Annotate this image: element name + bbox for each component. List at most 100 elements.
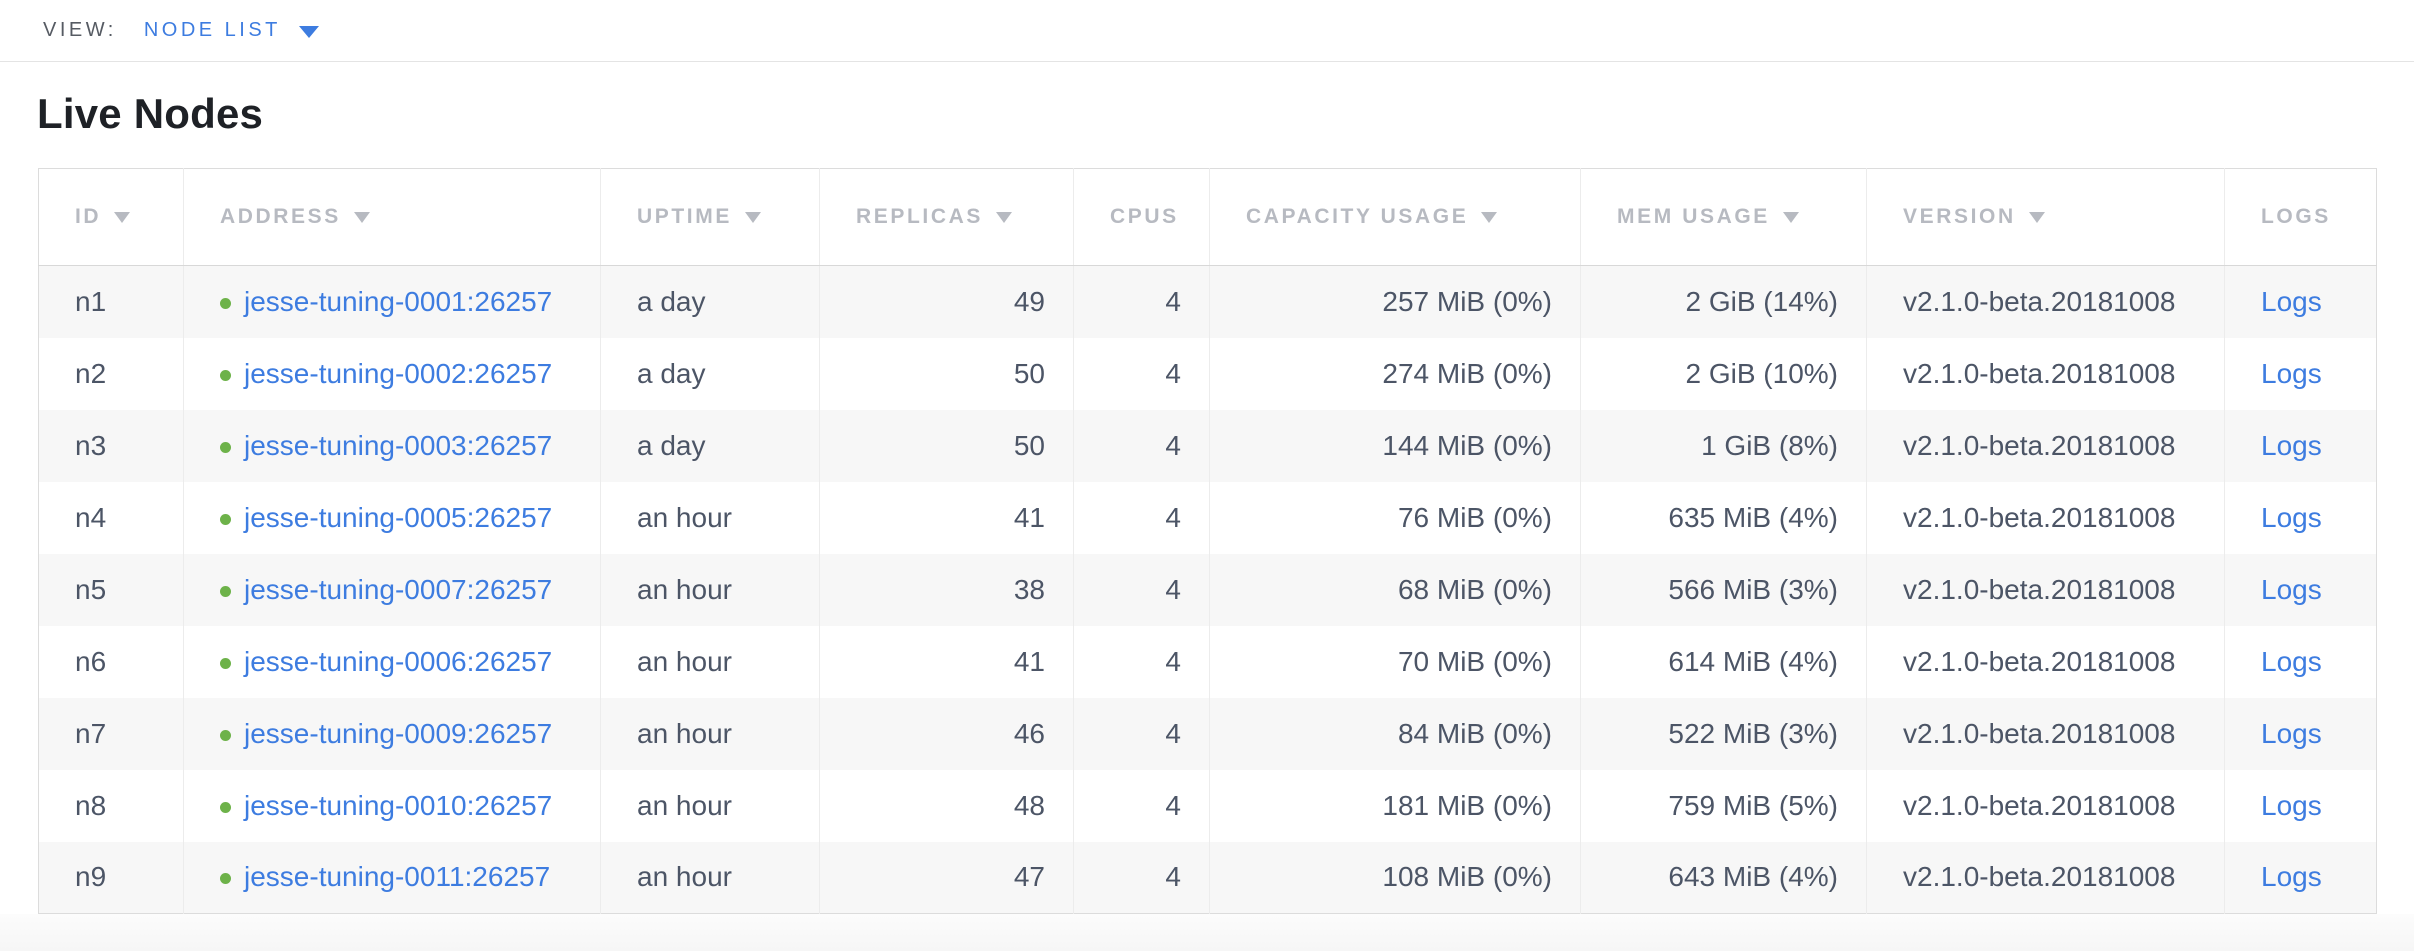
column-header-replicas[interactable]: REPLICAS — [819, 168, 1074, 266]
cell-address: jesse-tuning-0005:26257 — [183, 481, 601, 554]
cell-cpus: 4 — [1073, 625, 1210, 698]
cell-capacity-usage: 84 MiB (0%) — [1209, 697, 1581, 770]
cell-replicas: 41 — [819, 481, 1074, 554]
column-header-uptime[interactable]: UPTIME — [600, 168, 820, 266]
cell-logs: Logs — [2225, 554, 2377, 626]
node-status-dot-icon — [220, 873, 231, 885]
cell-uptime: an hour — [600, 697, 820, 770]
cell-cpus: 4 — [1073, 841, 1210, 914]
column-header-address[interactable]: ADDRESS — [183, 168, 601, 266]
cell-address: jesse-tuning-0002:26257 — [183, 337, 601, 410]
column-header-label: VERSION — [1903, 205, 2016, 228]
table-row: n1 jesse-tuning-0001:26257 a day 49 4 25… — [38, 265, 2377, 338]
node-address-link[interactable]: jesse-tuning-0006:26257 — [244, 645, 553, 677]
cell-logs: Logs — [2225, 770, 2377, 842]
node-status-dot-icon — [220, 657, 231, 669]
cell-mem-usage: 1 GiB (8%) — [1580, 409, 1867, 482]
cell-node-id: n2 — [38, 337, 184, 410]
sort-arrow-icon — [353, 212, 370, 223]
cell-version: v2.1.0-beta.20181008 — [1866, 553, 2225, 626]
cell-replicas: 46 — [819, 697, 1074, 770]
cell-cpus: 4 — [1073, 265, 1210, 338]
column-header-id[interactable]: ID — [38, 168, 184, 266]
cell-node-id: n7 — [38, 697, 184, 770]
node-status-dot-icon — [220, 729, 231, 741]
table-row: n2 jesse-tuning-0002:26257 a day 50 4 27… — [38, 337, 2377, 410]
node-address-link[interactable]: jesse-tuning-0003:26257 — [244, 429, 553, 461]
cell-address: jesse-tuning-0007:26257 — [183, 553, 601, 626]
table-body: n1 jesse-tuning-0001:26257 a day 49 4 25… — [38, 265, 2377, 914]
cell-uptime: a day — [600, 265, 820, 338]
cell-version: v2.1.0-beta.20181008 — [1866, 337, 2225, 410]
cell-cpus: 4 — [1073, 769, 1210, 842]
cell-replicas: 47 — [819, 841, 1074, 914]
column-header-version[interactable]: VERSION — [1866, 168, 2225, 266]
cell-mem-usage: 759 MiB (5%) — [1580, 769, 1867, 842]
column-header-cpus: CPUS — [1073, 168, 1210, 266]
cell-mem-usage: 2 GiB (10%) — [1580, 337, 1867, 410]
live-nodes-table: ID ADDRESS UPTIME REPLICAS CPUS CAPACITY… — [38, 168, 2377, 914]
cell-node-id: n4 — [38, 481, 184, 554]
column-header-label: REPLICAS — [856, 205, 983, 228]
column-header-label: UPTIME — [637, 205, 732, 228]
node-address-link[interactable]: jesse-tuning-0001:26257 — [244, 285, 553, 317]
cell-version: v2.1.0-beta.20181008 — [1866, 769, 2225, 842]
column-header-logs: LOGS — [2224, 168, 2377, 266]
column-header-mem-usage[interactable]: MEM USAGE — [1580, 168, 1867, 266]
logs-link[interactable]: Logs — [2261, 285, 2322, 317]
sort-arrow-icon — [1481, 212, 1498, 223]
node-address-link[interactable]: jesse-tuning-0011:26257 — [244, 861, 551, 893]
column-header-label: MEM USAGE — [1617, 205, 1770, 228]
view-selector-dropdown[interactable]: NODE LIST — [144, 19, 319, 42]
cell-replicas: 48 — [819, 769, 1074, 842]
cell-logs: Logs — [2225, 482, 2377, 554]
cell-mem-usage: 566 MiB (3%) — [1580, 553, 1867, 626]
logs-link[interactable]: Logs — [2261, 573, 2322, 605]
node-status-dot-icon — [220, 585, 231, 597]
cell-capacity-usage: 181 MiB (0%) — [1209, 769, 1581, 842]
node-address-link[interactable]: jesse-tuning-0007:26257 — [244, 573, 553, 605]
table-row: n6 jesse-tuning-0006:26257 an hour 41 4 … — [38, 625, 2377, 698]
table-row: n3 jesse-tuning-0003:26257 a day 50 4 14… — [38, 409, 2377, 482]
cell-address: jesse-tuning-0006:26257 — [183, 625, 601, 698]
cell-uptime: an hour — [600, 769, 820, 842]
node-address-link[interactable]: jesse-tuning-0005:26257 — [244, 501, 553, 533]
cell-capacity-usage: 257 MiB (0%) — [1209, 265, 1581, 338]
view-bar: VIEW: NODE LIST — [0, 0, 2414, 62]
cell-capacity-usage: 144 MiB (0%) — [1209, 409, 1581, 482]
live-nodes-table-container: ID ADDRESS UPTIME REPLICAS CPUS CAPACITY… — [38, 168, 2377, 914]
node-address-link[interactable]: jesse-tuning-0002:26257 — [244, 357, 553, 389]
cell-node-id: n8 — [38, 769, 184, 842]
sort-arrow-icon — [995, 212, 1012, 223]
cell-mem-usage: 635 MiB (4%) — [1580, 481, 1867, 554]
logs-link[interactable]: Logs — [2261, 501, 2322, 533]
cell-address: jesse-tuning-0009:26257 — [183, 697, 601, 770]
logs-link[interactable]: Logs — [2261, 357, 2322, 389]
view-label: VIEW: — [43, 19, 117, 41]
node-status-dot-icon — [220, 801, 231, 813]
node-address-link[interactable]: jesse-tuning-0009:26257 — [244, 717, 553, 749]
node-status-dot-icon — [220, 513, 231, 525]
cell-replicas: 49 — [819, 265, 1074, 338]
node-address-link[interactable]: jesse-tuning-0010:26257 — [244, 789, 553, 821]
chevron-down-icon — [298, 25, 319, 38]
cell-cpus: 4 — [1073, 409, 1210, 482]
column-header-label: ID — [75, 205, 102, 228]
cell-version: v2.1.0-beta.20181008 — [1866, 697, 2225, 770]
column-header-label: CAPACITY USAGE — [1246, 205, 1469, 228]
logs-link[interactable]: Logs — [2261, 789, 2322, 821]
cell-cpus: 4 — [1073, 553, 1210, 626]
table-header-row: ID ADDRESS UPTIME REPLICAS CPUS CAPACITY… — [38, 168, 2377, 266]
logs-link[interactable]: Logs — [2261, 429, 2322, 461]
logs-link[interactable]: Logs — [2261, 717, 2322, 749]
logs-link[interactable]: Logs — [2261, 645, 2322, 677]
cell-node-id: n9 — [38, 841, 184, 914]
table-row: n5 jesse-tuning-0007:26257 an hour 38 4 … — [38, 553, 2377, 626]
cell-logs: Logs — [2225, 410, 2377, 482]
column-header-capacity-usage[interactable]: CAPACITY USAGE — [1209, 168, 1581, 266]
node-status-dot-icon — [220, 369, 231, 381]
logs-link[interactable]: Logs — [2261, 861, 2322, 893]
cell-node-id: n6 — [38, 625, 184, 698]
sort-arrow-icon — [1782, 212, 1799, 223]
page-title: Live Nodes — [37, 90, 264, 137]
